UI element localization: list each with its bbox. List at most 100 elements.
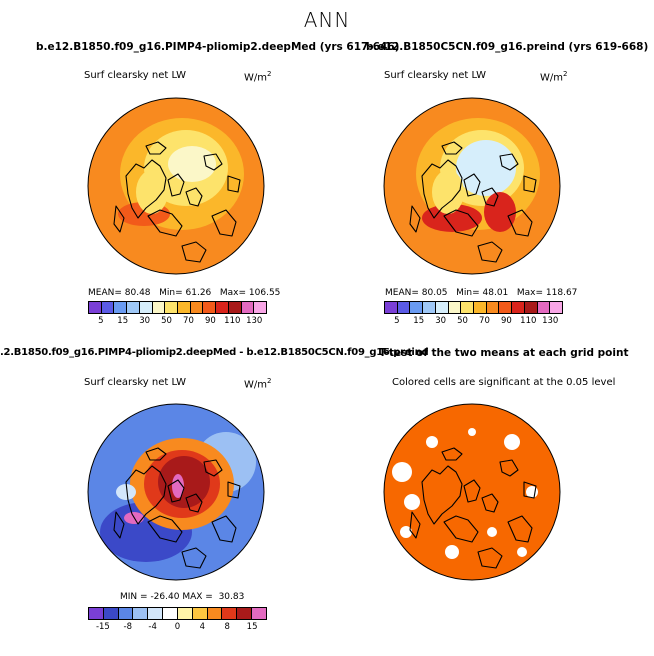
- colorbar-swatch: [177, 608, 193, 619]
- coastline: [145, 141, 167, 155]
- coastline: [441, 447, 463, 461]
- colorbar-tick-label: -15: [95, 622, 110, 632]
- colorbar-tick-label: 90: [500, 316, 512, 326]
- coastline: [145, 447, 167, 461]
- colorbar-swatch: [103, 608, 119, 619]
- panel-4-map: [383, 403, 561, 581]
- colorbar-swatch: [397, 302, 411, 313]
- map-field: [88, 98, 264, 274]
- coastline: [147, 209, 183, 237]
- colorbar-swatch: [474, 302, 487, 313]
- coastline: [481, 187, 499, 207]
- panel-3-title: .2.B1850.f09_g16.PIMP4-pliomip2.deepMed …: [0, 347, 429, 358]
- colorbar-tick-label: 70: [479, 316, 490, 326]
- colorbar-swatch: [385, 302, 398, 313]
- field-zone-hot: [422, 204, 482, 232]
- non-significant-cell: [426, 436, 438, 448]
- coastline: [481, 493, 499, 513]
- panel-1-colorbar-labels: 5 15 30 50 70 90 110 130: [88, 316, 267, 328]
- coastline: [443, 515, 479, 543]
- coastlines: [113, 447, 241, 569]
- coastline: [499, 459, 519, 477]
- map-border: [87, 97, 265, 275]
- coastline: [147, 515, 183, 543]
- coastline: [211, 209, 237, 237]
- panel-3-stats: MIN = -26.40 MAX = 30.83: [120, 592, 245, 602]
- coastline: [409, 205, 421, 233]
- colorbar-swatch: [448, 302, 462, 313]
- panel-3-colorbar: [88, 607, 267, 620]
- colorbar-tick-label: 50: [457, 316, 468, 326]
- coastline: [211, 515, 237, 543]
- colorbar-tick-label: 30: [435, 316, 447, 326]
- panel-3-units: W/m2: [244, 377, 272, 391]
- colorbar-tick-label: 15: [246, 622, 258, 632]
- coastline: [477, 241, 503, 263]
- non-significant-cell: [400, 526, 412, 538]
- colorbar-tick-label: 50: [161, 316, 172, 326]
- panel-1-colorbar: [88, 301, 267, 314]
- colorbar-tick-label: 8: [224, 622, 230, 632]
- coastline: [113, 511, 125, 539]
- colorbar-tick-label: 90: [204, 316, 216, 326]
- coastline: [507, 209, 533, 237]
- coastline: [125, 159, 167, 219]
- non-significant-cell: [404, 494, 420, 510]
- colorbar-swatch: [524, 302, 538, 313]
- colorbar-tick-label: 15: [117, 316, 129, 326]
- colorbar-swatch: [148, 608, 164, 619]
- coastline: [409, 511, 421, 539]
- coastline: [507, 515, 533, 543]
- coastline: [463, 173, 481, 197]
- colorbar-swatch: [133, 608, 149, 619]
- non-significant-cell: [468, 428, 476, 436]
- colorbar-swatch: [550, 302, 563, 313]
- colorbar-swatch: [228, 302, 242, 313]
- panel-2-map: [383, 97, 561, 275]
- colorbar-swatch: [207, 608, 223, 619]
- panel-2-title: b.e12.B1850C5CN.f09_g16.preind (yrs 619-…: [366, 41, 649, 53]
- coastline: [227, 481, 241, 499]
- colorbar-tick-label: 0: [174, 622, 181, 632]
- field-zone-greenland: [432, 170, 464, 214]
- colorbar-swatch: [423, 302, 436, 313]
- colorbar-swatch: [114, 302, 128, 313]
- map-field: [88, 404, 264, 580]
- panel-1-map: [87, 97, 265, 275]
- coastline: [443, 209, 479, 237]
- panel-1-title: b.e12.B1850.f09_g16.PIMP4-pliomip2.deepM…: [36, 41, 400, 53]
- colorbar-swatch: [127, 302, 140, 313]
- non-significant-cell: [445, 545, 459, 559]
- panel-3-colorbar-labels: -15 -8 -4 0 4 8 15: [88, 622, 267, 634]
- field-zone-greenland: [136, 170, 168, 214]
- panel-4-annotation: Colored cells are significant at the 0.0…: [392, 377, 616, 388]
- map-border: [383, 97, 561, 275]
- non-significant-cell: [517, 547, 527, 557]
- colorbar-tick-label: -4: [148, 622, 157, 632]
- panel-1-stats: MEAN= 80.48 Min= 61.26 Max= 106.55: [88, 288, 281, 298]
- coastline: [421, 159, 463, 219]
- field-zone-pale: [168, 146, 216, 182]
- colorbar-tick-label: 130: [542, 316, 559, 326]
- coastline: [185, 187, 203, 207]
- map-field: [384, 98, 560, 274]
- coastline: [181, 241, 207, 263]
- colorbar-swatch: [190, 302, 204, 313]
- colorbar-swatch: [216, 302, 229, 313]
- colorbar-swatch: [237, 608, 253, 619]
- colorbar-tick-label: 130: [246, 316, 263, 326]
- coastline: [523, 481, 537, 499]
- colorbar-swatch: [499, 302, 513, 313]
- coastline: [113, 205, 125, 233]
- coastline: [203, 153, 223, 171]
- coastline: [441, 141, 463, 155]
- coastline: [477, 547, 503, 569]
- non-significant-cell: [392, 462, 412, 482]
- coastline: [203, 459, 223, 477]
- panel-4-title: T-test of the two means at each grid poi…: [379, 347, 629, 359]
- panel-2-units: W/m2: [540, 70, 568, 84]
- colorbar-swatch: [222, 608, 238, 619]
- colorbar-swatch: [537, 302, 551, 313]
- colorbar-swatch: [165, 302, 179, 313]
- coastlines: [409, 447, 537, 569]
